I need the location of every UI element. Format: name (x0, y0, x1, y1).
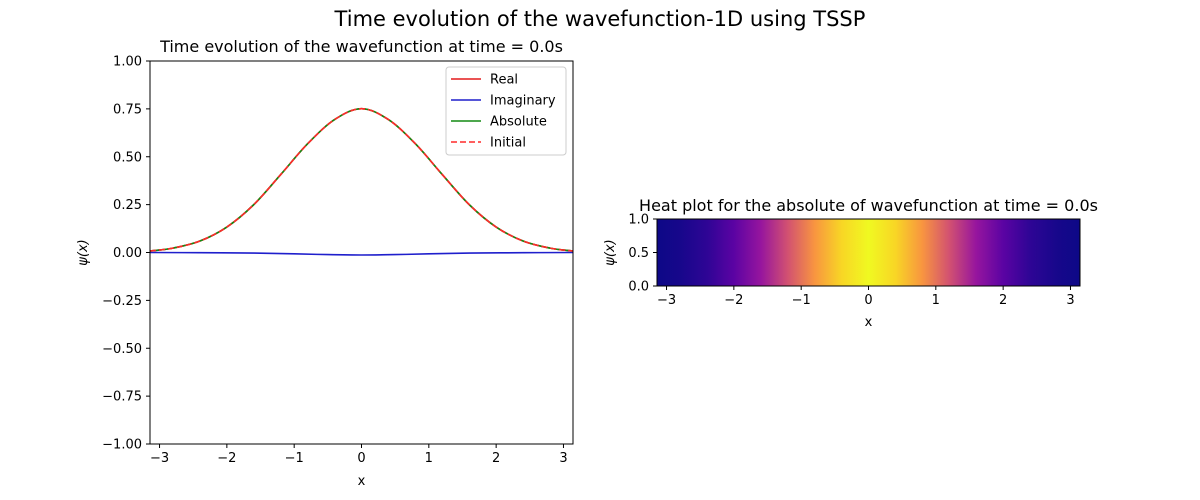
line-chart: Time evolution of the wavefunction at ti… (76, 37, 574, 489)
series-line-initial (150, 107, 573, 252)
line-chart-ylabel: ψ(x) (76, 239, 91, 265)
line-xtick-label: 1 (425, 451, 433, 466)
line-chart-ticks: −3 −2 −1 0 1 2 3 −1.00 −0.75 −0.50 −0.25 0.00 0.25 0.… (102, 55, 567, 467)
legend-label-initial: Initial (490, 136, 526, 151)
heat-chart-xlabel: x (865, 315, 873, 330)
line-xtick-label: 2 (492, 451, 500, 466)
heat-xtick-label: 2 (999, 293, 1007, 308)
series-line-imaginary (150, 251, 573, 256)
line-ytick-label: −0.75 (102, 390, 142, 405)
legend-label-absolute: Absolute (490, 115, 547, 130)
figure-suptitle: Time evolution of the wavefunction-1D us… (334, 7, 866, 31)
line-ytick-label: 0.00 (113, 246, 142, 261)
heat-chart-strip (657, 219, 1080, 286)
line-xtick-label: −2 (217, 451, 236, 466)
line-ytick-label: 0.75 (113, 102, 142, 117)
heat-chart-ylabel: ψ(x) (603, 239, 618, 265)
heat-chart-title: Heat plot for the absolute of wavefuncti… (639, 196, 1098, 215)
heat-ytick-label: 1.0 (628, 213, 649, 228)
heat-xtick-label: −2 (724, 293, 743, 308)
line-xtick-label: −3 (150, 451, 169, 466)
legend-label-real: Real (490, 73, 518, 88)
line-chart-legend: Real Imaginary Absolute Initial (445, 66, 567, 156)
heat-chart-ticks: −3 −2 −1 0 1 2 3 0.0 0.5 1.0 (628, 213, 1074, 309)
heat-xtick-label: 1 (932, 293, 940, 308)
line-ytick-label: −0.25 (102, 294, 142, 309)
line-ytick-label: −1.00 (102, 438, 142, 453)
heat-chart: Heat plot for the absolute of wavefuncti… (603, 196, 1098, 330)
heat-xtick-label: −3 (657, 293, 676, 308)
heat-xtick-label: −1 (792, 293, 811, 308)
line-chart-title: Time evolution of the wavefunction at ti… (159, 37, 563, 56)
line-xtick-label: 3 (559, 451, 567, 466)
heat-xtick-label: 3 (1066, 293, 1074, 308)
line-chart-series (150, 107, 573, 256)
line-xtick-label: 0 (357, 451, 365, 466)
line-chart-frame (149, 60, 574, 445)
heat-xtick-label: 0 (864, 293, 872, 308)
line-ytick-label: 1.00 (113, 55, 142, 70)
line-xtick-label: −1 (285, 451, 304, 466)
line-ytick-label: 0.25 (113, 198, 142, 213)
heat-ytick-label: 0.5 (628, 246, 649, 261)
line-ytick-label: 0.50 (113, 150, 142, 165)
line-chart-xlabel: x (358, 474, 366, 489)
heat-ytick-label: 0.0 (628, 280, 649, 295)
line-ytick-label: −0.50 (102, 342, 142, 357)
legend-label-imaginary: Imaginary (490, 94, 556, 109)
legend-box (445, 66, 567, 156)
